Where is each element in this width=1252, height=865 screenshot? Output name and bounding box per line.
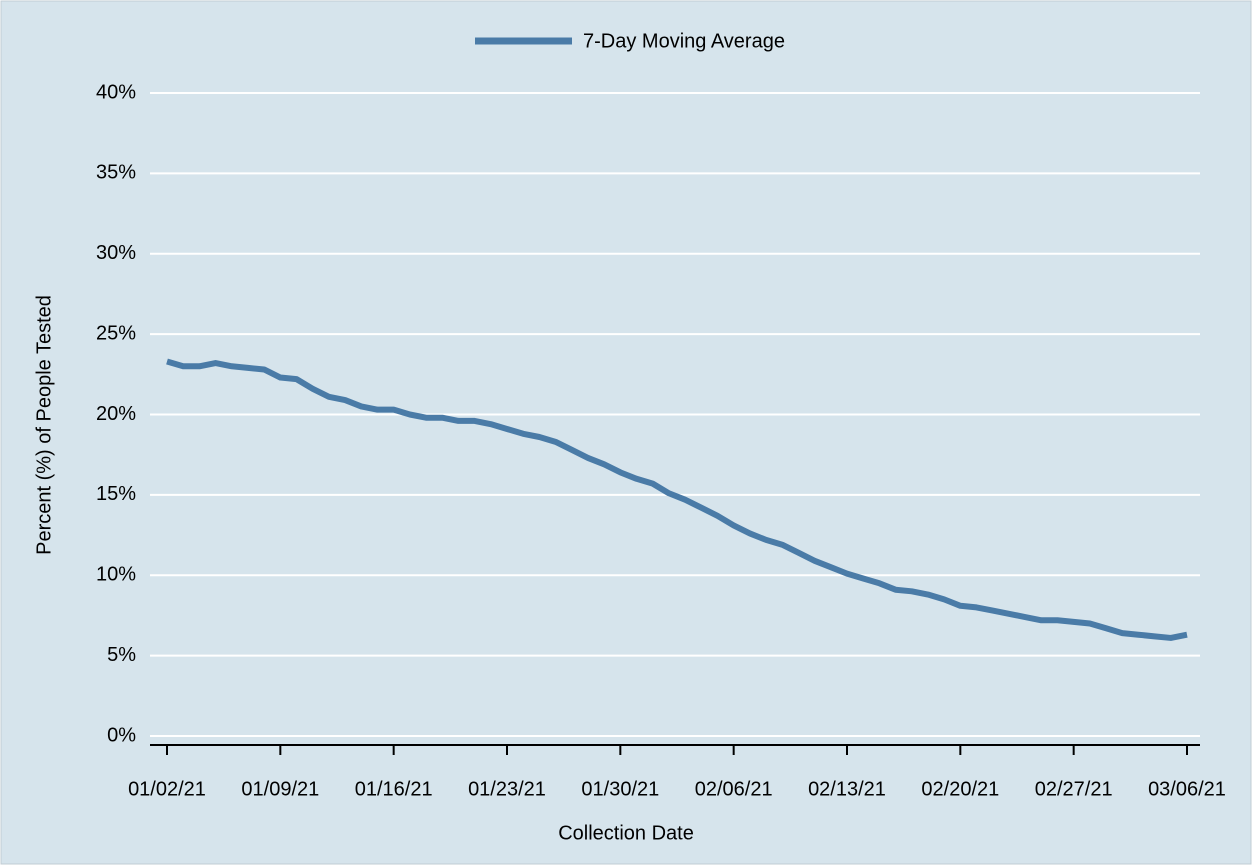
data-line	[166, 358, 1188, 641]
x-tick-label: 01/09/21	[241, 778, 319, 800]
x-tick-label: 02/27/21	[1035, 778, 1113, 800]
x-tick-label: 02/13/21	[808, 778, 886, 800]
y-tick-label: 30%	[96, 242, 136, 264]
x-tick-label: 02/20/21	[921, 778, 999, 800]
y-tick-label: 15%	[96, 483, 136, 505]
x-tick-label: 02/06/21	[695, 778, 773, 800]
y-tick-label: 0%	[107, 724, 136, 746]
x-tick-label: 01/02/21	[128, 778, 206, 800]
y-tick-label: 20%	[96, 403, 136, 425]
x-tick-label: 03/06/21	[1148, 778, 1226, 800]
legend-label: 7-Day Moving Average	[583, 30, 785, 52]
y-tick-label: 5%	[107, 644, 136, 666]
x-tick-label: 01/16/21	[355, 778, 433, 800]
x-tick-label: 01/30/21	[581, 778, 659, 800]
y-tick-label: 35%	[96, 162, 136, 184]
y-tick-label: 25%	[96, 322, 136, 344]
y-axis-label: Percent (%) of People Tested	[33, 295, 55, 555]
y-tick-label: 10%	[96, 564, 136, 586]
x-tick-label: 01/23/21	[468, 778, 546, 800]
x-axis-label: Collection Date	[558, 822, 694, 844]
y-tick-label: 40%	[96, 81, 136, 103]
